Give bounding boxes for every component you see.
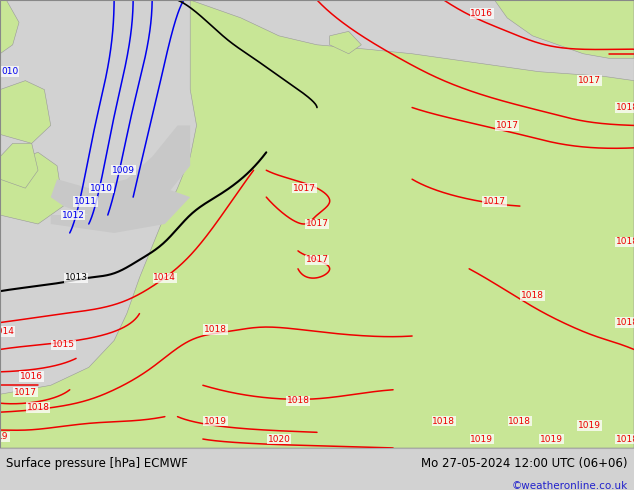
- Polygon shape: [51, 125, 190, 215]
- Text: 1017: 1017: [483, 197, 506, 206]
- Text: 19: 19: [0, 432, 9, 441]
- Polygon shape: [495, 0, 634, 58]
- Text: 1018: 1018: [521, 291, 544, 300]
- Text: Mo 27-05-2024 12:00 UTC (06+06): Mo 27-05-2024 12:00 UTC (06+06): [421, 458, 628, 470]
- Text: 1015: 1015: [52, 341, 75, 349]
- Text: 1014: 1014: [0, 327, 15, 336]
- Text: 1019: 1019: [470, 435, 493, 443]
- Text: 1018: 1018: [616, 103, 634, 112]
- Text: 1017: 1017: [306, 220, 328, 228]
- Polygon shape: [0, 0, 634, 448]
- Text: 1018: 1018: [508, 416, 531, 426]
- Text: 1017: 1017: [306, 255, 328, 264]
- Text: 1018: 1018: [616, 318, 634, 327]
- Text: 1010: 1010: [90, 184, 113, 193]
- Polygon shape: [0, 81, 51, 144]
- Text: 1017: 1017: [578, 76, 601, 85]
- Text: 1016: 1016: [470, 9, 493, 18]
- Text: 1009: 1009: [112, 166, 135, 175]
- Text: 010: 010: [1, 67, 18, 76]
- Text: 1017: 1017: [293, 184, 316, 193]
- Text: 1011: 1011: [74, 197, 97, 206]
- Text: 1017: 1017: [14, 388, 37, 396]
- Text: 1018: 1018: [616, 435, 634, 443]
- Text: ©weatheronline.co.uk: ©weatheronline.co.uk: [512, 481, 628, 490]
- Text: 1020: 1020: [268, 435, 290, 443]
- Text: 1018: 1018: [616, 238, 634, 246]
- Polygon shape: [0, 0, 19, 54]
- Text: 1019: 1019: [578, 421, 601, 430]
- Text: 1013: 1013: [65, 273, 87, 282]
- Text: 1016: 1016: [20, 372, 43, 381]
- Text: 1014: 1014: [153, 273, 176, 282]
- Polygon shape: [0, 144, 38, 188]
- Polygon shape: [330, 31, 361, 54]
- Text: 1018: 1018: [204, 325, 227, 334]
- Polygon shape: [51, 188, 190, 233]
- Text: 1018: 1018: [432, 416, 455, 426]
- Text: 1017: 1017: [496, 121, 519, 130]
- Polygon shape: [0, 152, 63, 224]
- Text: Surface pressure [hPa] ECMWF: Surface pressure [hPa] ECMWF: [6, 458, 188, 470]
- Text: 1018: 1018: [27, 403, 49, 412]
- Text: 1019: 1019: [204, 416, 227, 426]
- Text: 1019: 1019: [540, 435, 563, 443]
- Text: 1012: 1012: [61, 211, 84, 220]
- Text: 1018: 1018: [287, 396, 309, 405]
